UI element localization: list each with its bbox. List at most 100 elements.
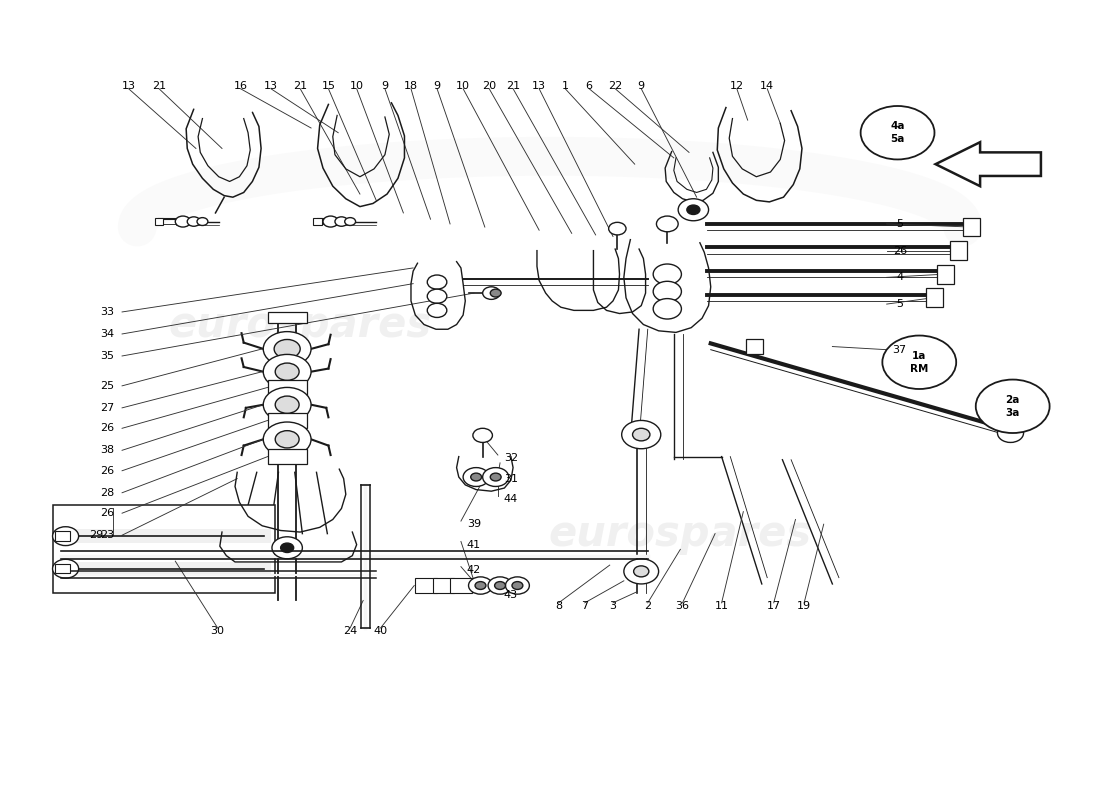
Text: 19: 19 (798, 601, 811, 611)
Circle shape (653, 298, 681, 319)
Text: 21: 21 (152, 81, 166, 90)
Text: 13: 13 (122, 81, 135, 90)
Circle shape (187, 217, 200, 226)
Text: 17: 17 (767, 601, 781, 611)
Bar (267, 449, 307, 465)
Text: 15: 15 (321, 81, 336, 90)
Circle shape (473, 428, 493, 442)
Bar (949, 242, 967, 260)
Circle shape (483, 287, 500, 299)
Bar (267, 413, 307, 428)
Circle shape (272, 537, 302, 558)
Circle shape (427, 275, 447, 289)
Text: 42: 42 (466, 565, 481, 574)
Circle shape (275, 363, 299, 380)
Text: 11: 11 (715, 601, 728, 611)
Text: 13: 13 (264, 81, 278, 90)
Text: 9: 9 (382, 81, 388, 90)
Circle shape (463, 468, 490, 486)
Circle shape (53, 526, 78, 546)
Circle shape (506, 577, 529, 594)
Circle shape (175, 216, 190, 227)
Text: 1: 1 (562, 81, 569, 90)
Circle shape (280, 543, 294, 553)
Bar (314, 218, 322, 226)
Circle shape (512, 582, 522, 590)
Text: 1a
RM: 1a RM (910, 350, 928, 374)
Text: 21: 21 (293, 81, 307, 90)
Text: 4a
5a: 4a 5a (890, 121, 905, 144)
Circle shape (608, 222, 626, 235)
Text: 20: 20 (482, 81, 496, 90)
Text: 9: 9 (433, 81, 441, 90)
Circle shape (475, 582, 486, 590)
Text: 26: 26 (100, 423, 114, 434)
Text: 41: 41 (466, 540, 481, 550)
Circle shape (469, 577, 493, 594)
Circle shape (274, 339, 300, 358)
Bar (53, 506, 275, 594)
Circle shape (263, 387, 311, 422)
Circle shape (657, 216, 679, 232)
Text: 31: 31 (504, 474, 518, 484)
Text: 30: 30 (211, 626, 224, 636)
Text: 7: 7 (581, 601, 589, 611)
Circle shape (976, 379, 1049, 433)
Text: 10: 10 (350, 81, 364, 90)
Circle shape (632, 428, 650, 441)
Text: eurospares: eurospares (549, 513, 812, 554)
Circle shape (998, 423, 1023, 442)
Text: 26: 26 (100, 466, 114, 476)
Text: 12: 12 (729, 81, 744, 90)
Circle shape (263, 354, 311, 389)
Circle shape (427, 289, 447, 303)
Text: 35: 35 (100, 351, 114, 361)
Text: 16: 16 (233, 81, 248, 90)
Text: 33: 33 (100, 307, 114, 317)
Circle shape (275, 430, 299, 448)
Text: 26: 26 (893, 246, 906, 256)
Bar (937, 265, 954, 284)
Text: 21: 21 (506, 81, 520, 90)
Text: 18: 18 (404, 81, 418, 90)
Bar (926, 288, 943, 307)
Text: 44: 44 (504, 494, 518, 504)
Text: 6: 6 (585, 81, 593, 90)
Circle shape (427, 303, 447, 318)
Circle shape (491, 473, 502, 481)
Text: 3: 3 (609, 601, 616, 611)
Polygon shape (936, 142, 1041, 186)
Circle shape (263, 332, 311, 366)
Text: 2: 2 (645, 601, 651, 611)
Bar (416, 578, 437, 594)
Bar (267, 379, 307, 395)
Circle shape (275, 396, 299, 414)
Circle shape (344, 218, 355, 226)
Circle shape (197, 218, 208, 226)
Circle shape (882, 335, 956, 389)
Circle shape (336, 217, 348, 226)
Circle shape (53, 559, 78, 578)
Circle shape (621, 421, 661, 449)
Circle shape (653, 282, 681, 302)
Text: 38: 38 (100, 446, 114, 455)
Bar (962, 218, 980, 237)
Text: 14: 14 (760, 81, 774, 90)
Text: 32: 32 (504, 453, 518, 463)
Text: 36: 36 (675, 601, 690, 611)
Bar (55, 531, 70, 541)
Circle shape (686, 205, 700, 214)
Text: 22: 22 (608, 81, 623, 90)
Circle shape (634, 566, 649, 577)
Text: 40: 40 (374, 626, 387, 636)
Text: 37: 37 (893, 345, 906, 354)
Text: 26: 26 (100, 508, 114, 518)
Circle shape (263, 422, 311, 457)
Bar (450, 578, 472, 594)
Circle shape (495, 582, 506, 590)
Text: 43: 43 (504, 590, 518, 600)
Bar (432, 578, 454, 594)
Circle shape (323, 216, 338, 227)
Text: 27: 27 (100, 403, 114, 413)
Circle shape (488, 577, 512, 594)
